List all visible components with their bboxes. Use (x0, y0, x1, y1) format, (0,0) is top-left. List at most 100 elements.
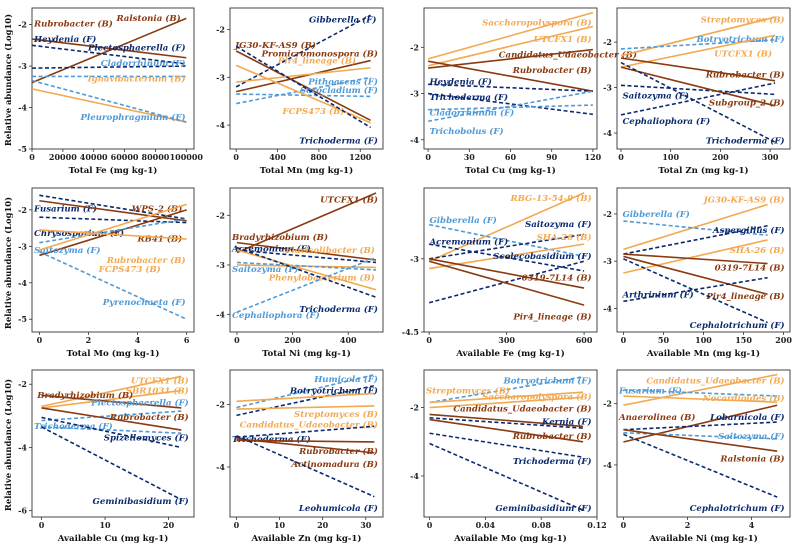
series-label: Trichoderma (F) (299, 304, 378, 315)
x-tick-label: 60 (505, 152, 517, 162)
x-tick-label: 0 (426, 335, 432, 345)
x-axis-label: Available Zn (mg kg-1) (251, 533, 362, 544)
series-line (236, 438, 375, 454)
series-line (429, 396, 584, 409)
x-tick-label: 20 (163, 520, 175, 530)
series-label: Candidatus_Udaeobacter (B) (453, 403, 591, 414)
x-tick-label: 0 (234, 520, 240, 530)
x-axis-label: Total Cu (mg kg-1) (465, 165, 556, 176)
series-label: Scolecobasidium (F) (493, 251, 591, 262)
y-tick-label: -4 (603, 460, 612, 470)
series-line (236, 384, 375, 417)
series-label: Chrysosporium (F) (34, 228, 124, 239)
x-tick-label: 4 (749, 520, 755, 530)
x-axis-label: Available Fe (mg kg-1) (455, 348, 565, 359)
x-axis-label: Total Zn (mg kg-1) (658, 165, 748, 176)
x-tick-label: 2 (685, 520, 691, 530)
plot-frame (423, 369, 598, 518)
series-label: Arthrinium (F) (621, 290, 693, 301)
x-tick-label: 30 (360, 520, 372, 530)
x-tick-label: 1200 (349, 152, 372, 162)
series-label: Candidatus_Udaeobacter (B) (499, 50, 637, 61)
series-line (236, 405, 375, 410)
series-line (429, 233, 585, 260)
series-label: Rubrobacter (B) (705, 69, 785, 80)
series-line (428, 260, 585, 306)
series-line (236, 434, 375, 498)
x-tick-label: 0 (427, 520, 433, 530)
series-label: Bradyrhizobium (B) (36, 390, 133, 401)
series-label: Pyrenochaeta (F) (102, 297, 186, 308)
x-tick-label: 0 (29, 152, 35, 162)
y-tick-label: -4.5 (402, 327, 419, 337)
series-label: Lobarnicola (F) (709, 412, 784, 423)
series-label: Rubrobacter (B) (298, 446, 378, 457)
series-label: Subgroup_2 (B) (709, 98, 785, 109)
x-tick-label: 200 (775, 335, 792, 345)
series-line (428, 104, 593, 111)
x-tick-label: 2 (86, 335, 92, 345)
plot-frame (423, 187, 598, 333)
series-label: Saitozyma (F) (622, 91, 689, 102)
plot-frame (229, 369, 384, 518)
x-tick-label: 200 (712, 152, 729, 162)
x-tick-label: 80000 (142, 152, 170, 162)
series-label: Trichoderma (F) (34, 421, 113, 432)
x-tick-label: 6 (184, 335, 190, 345)
y-tick-label: -2 (410, 42, 419, 52)
y-tick-label: -3 (216, 260, 225, 270)
series-line (428, 192, 585, 262)
panel-6: 0 200 400 -4 -3 -2 Total Ni (mg kg-1) UTCFX1 (B… (216, 187, 384, 359)
y-tick-label: -5 (18, 314, 27, 324)
series-line (623, 395, 778, 403)
series-label: Rubrobacter (B) (106, 255, 186, 266)
series-line (623, 220, 768, 237)
x-tick-label: 300 (762, 152, 779, 162)
plot-frame (31, 7, 195, 150)
series-label: Trichoderma (F) (299, 136, 378, 147)
series-label: Nocardioides (B) (702, 393, 785, 404)
series-label: Botryotrichum (F) (696, 34, 785, 45)
x-tick-label: 600 (576, 335, 593, 345)
series-label: Ralstonia (B) (115, 13, 180, 24)
series-label: Heydenia (F) (428, 77, 491, 88)
x-axis-label: Available Mn (mg kg-1) (646, 348, 760, 359)
series-label: Cephaliophora (F) (232, 310, 320, 321)
series-line (39, 209, 187, 257)
series-label: 0319-7L14 (B) (522, 272, 592, 283)
x-tick-label: 100 (662, 152, 679, 162)
series-label: Gibberella (F) (309, 14, 376, 25)
series-label: RB41 (B) (137, 234, 183, 245)
series-label: Streptomyces (B) (294, 409, 378, 420)
y-tick-label: -3 (603, 83, 612, 93)
x-tick-label: 0 (234, 335, 240, 345)
series-line (41, 410, 182, 422)
x-tick-label: 50 (658, 335, 670, 345)
panel-10: 0 10 20 30 -4 -2 Available Zn (mg kg-1) Humicol… (216, 369, 384, 544)
panel-9: 0 10 20 -6 -4 -2 Available Cu (mg kg-1) UTCFX1 … (18, 369, 195, 544)
series-line (623, 255, 768, 296)
y-tick-label: -4 (216, 462, 225, 472)
series-line (39, 194, 187, 220)
series-line (623, 203, 768, 251)
series-label: Gibberella (F) (429, 215, 496, 226)
series-line (41, 389, 182, 409)
series-line (427, 90, 594, 123)
series-line (623, 258, 768, 324)
x-tick-label: 0.12 (587, 520, 606, 530)
series-label: Pleurophragmium (F) (80, 112, 186, 123)
series-line (428, 48, 593, 69)
series-label: Trichoderma (F) (232, 434, 311, 445)
series-line (429, 257, 585, 289)
series-label: Gibberella (F) (622, 209, 689, 220)
series-line (236, 249, 377, 264)
y-tick-label: -4 (216, 120, 225, 130)
y-tick-label: -2 (18, 379, 27, 389)
series-label: Geminibasidium (F) (93, 496, 189, 507)
y-tick-label: -5 (18, 144, 27, 154)
series-line (31, 38, 187, 59)
series-label: Humicola (F) (313, 374, 378, 385)
series-label: Pir4_lineage (B) (705, 291, 784, 302)
y-axis-label-row-3: Relative abundance (Log10) (3, 379, 13, 511)
y-tick-label: -3 (410, 89, 419, 99)
